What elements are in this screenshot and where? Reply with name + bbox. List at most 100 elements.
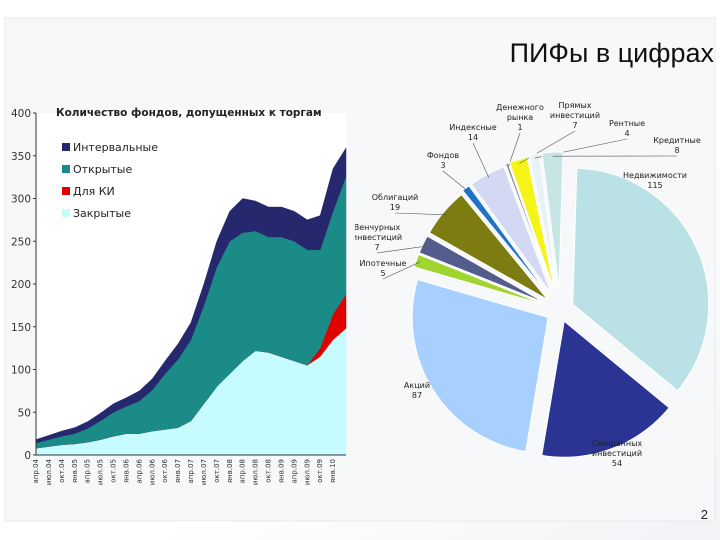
pie-label-value: 54	[612, 459, 622, 468]
pie-slice	[461, 185, 550, 297]
legend-label: Интервальные	[73, 141, 158, 154]
page-number: 2	[700, 507, 708, 522]
pie-label-value: 14	[468, 133, 478, 142]
x-tick-label: июл.09	[303, 459, 311, 485]
pie-leader-line	[442, 170, 469, 192]
pie-label-value: 4	[624, 129, 629, 138]
x-tick-label: янв.09	[277, 459, 285, 483]
x-tick-label: янв.06	[122, 458, 130, 483]
pie-label-value: 7	[374, 243, 379, 252]
pie-label-name: рынка	[507, 113, 533, 122]
pie-leader-line	[376, 245, 427, 254]
pie-label-name: Ипотечные	[360, 259, 407, 268]
pie-label-name: Смешанных	[592, 439, 643, 448]
x-tick-label: апр.07	[187, 459, 195, 483]
pie-slice	[418, 235, 546, 304]
pie-label-name: Облигаций	[372, 193, 419, 202]
pie-label-value: 8	[674, 146, 679, 155]
pie-slice	[572, 167, 710, 392]
pie-leader-line	[507, 132, 521, 168]
pie-slice	[411, 278, 549, 453]
pie-leader-line	[472, 142, 490, 179]
pie-label-value: 7	[572, 121, 577, 130]
x-tick-label: янв.08	[226, 459, 234, 483]
x-tick-label: окт.04	[58, 458, 66, 482]
pie-label-name: Кредитные	[653, 136, 701, 145]
legend-swatch	[62, 165, 70, 173]
x-tick-label: янв.05	[71, 459, 79, 483]
x-tick-label: июл.07	[200, 459, 208, 485]
x-tick-label: июл.04	[45, 458, 53, 485]
y-tick-label: 400	[11, 108, 31, 120]
pie-label-value: 5	[380, 269, 385, 278]
pie-label-name: Фондов	[427, 151, 459, 160]
y-tick-label: 100	[11, 365, 31, 377]
pie-label-name: инвестиций	[355, 233, 402, 242]
pie-label-name: Акций	[404, 381, 430, 390]
pie-label-value: 1	[517, 123, 522, 132]
legend-swatch	[62, 209, 70, 217]
x-tick-label: июл.06	[148, 458, 156, 485]
x-tick-label: окт.07	[213, 459, 221, 483]
y-tick-label: 50	[18, 407, 31, 419]
legend-label: Закрытые	[73, 207, 131, 220]
pie-slice	[508, 156, 556, 291]
x-tick-label: окт.05	[110, 459, 118, 483]
pie-leader-line	[519, 130, 576, 164]
x-tick-label: апр.08	[239, 459, 247, 483]
y-tick-label: 350	[11, 151, 31, 163]
pie-leader-line	[394, 212, 447, 216]
pie-label-name: инвестиций	[550, 111, 600, 120]
x-tick-label: июл.05	[97, 459, 105, 485]
y-tick-label: 200	[11, 279, 31, 291]
x-tick-label: апр.05	[84, 459, 92, 483]
pie-label-name: Прямых	[559, 101, 592, 110]
x-tick-label: янв.07	[174, 459, 182, 483]
pie-label-name: Венчурных	[355, 223, 400, 232]
pie-label-name: Недвижимости	[623, 171, 687, 180]
pie-slice	[541, 151, 564, 289]
legend-swatch	[62, 187, 70, 195]
x-tick-label: янв.10	[329, 459, 337, 483]
pie-slice	[504, 162, 554, 292]
area-chart-title: Количество фондов, допущенных к торгам	[56, 107, 322, 119]
y-tick-label: 150	[11, 322, 31, 334]
pie-slice	[528, 152, 557, 289]
pie-label-name: Рентные	[609, 119, 645, 128]
legend-label: Открытые	[73, 163, 132, 176]
x-tick-label: июл.08	[252, 459, 260, 485]
area-chart: 0 50 100 150 200 250 300 350 400 апр.04 июл.04 окт.…	[11, 107, 347, 485]
slide-title: ПИФы в цифрах	[509, 38, 714, 68]
pie-label-value: 19	[390, 203, 400, 212]
pie-label-name: Денежного	[496, 103, 544, 112]
x-tick-label: апр.04	[32, 458, 40, 483]
pie-slice	[541, 320, 670, 458]
x-tick-label: окт.09	[316, 459, 324, 483]
pie-label-value: 115	[647, 181, 662, 190]
x-tick-label: апр.06	[135, 458, 143, 483]
pie-chart: Недвижимости115Смешанныхинвестиций54Акци…	[355, 101, 710, 468]
legend-label: Для КИ	[73, 185, 115, 198]
y-tick-label: 300	[11, 194, 31, 206]
pie-label-value: 87	[412, 391, 422, 400]
pie-label-name: инвестиций	[592, 449, 642, 458]
x-tick-label: окт.08	[265, 459, 273, 483]
pie-label-value: 3	[440, 161, 445, 170]
pie-slice	[413, 253, 546, 306]
pie-label-name: Индексные	[449, 123, 496, 132]
pie-slice	[428, 193, 549, 301]
pie-leader-line	[382, 261, 421, 280]
area-series-4	[35, 147, 347, 444]
